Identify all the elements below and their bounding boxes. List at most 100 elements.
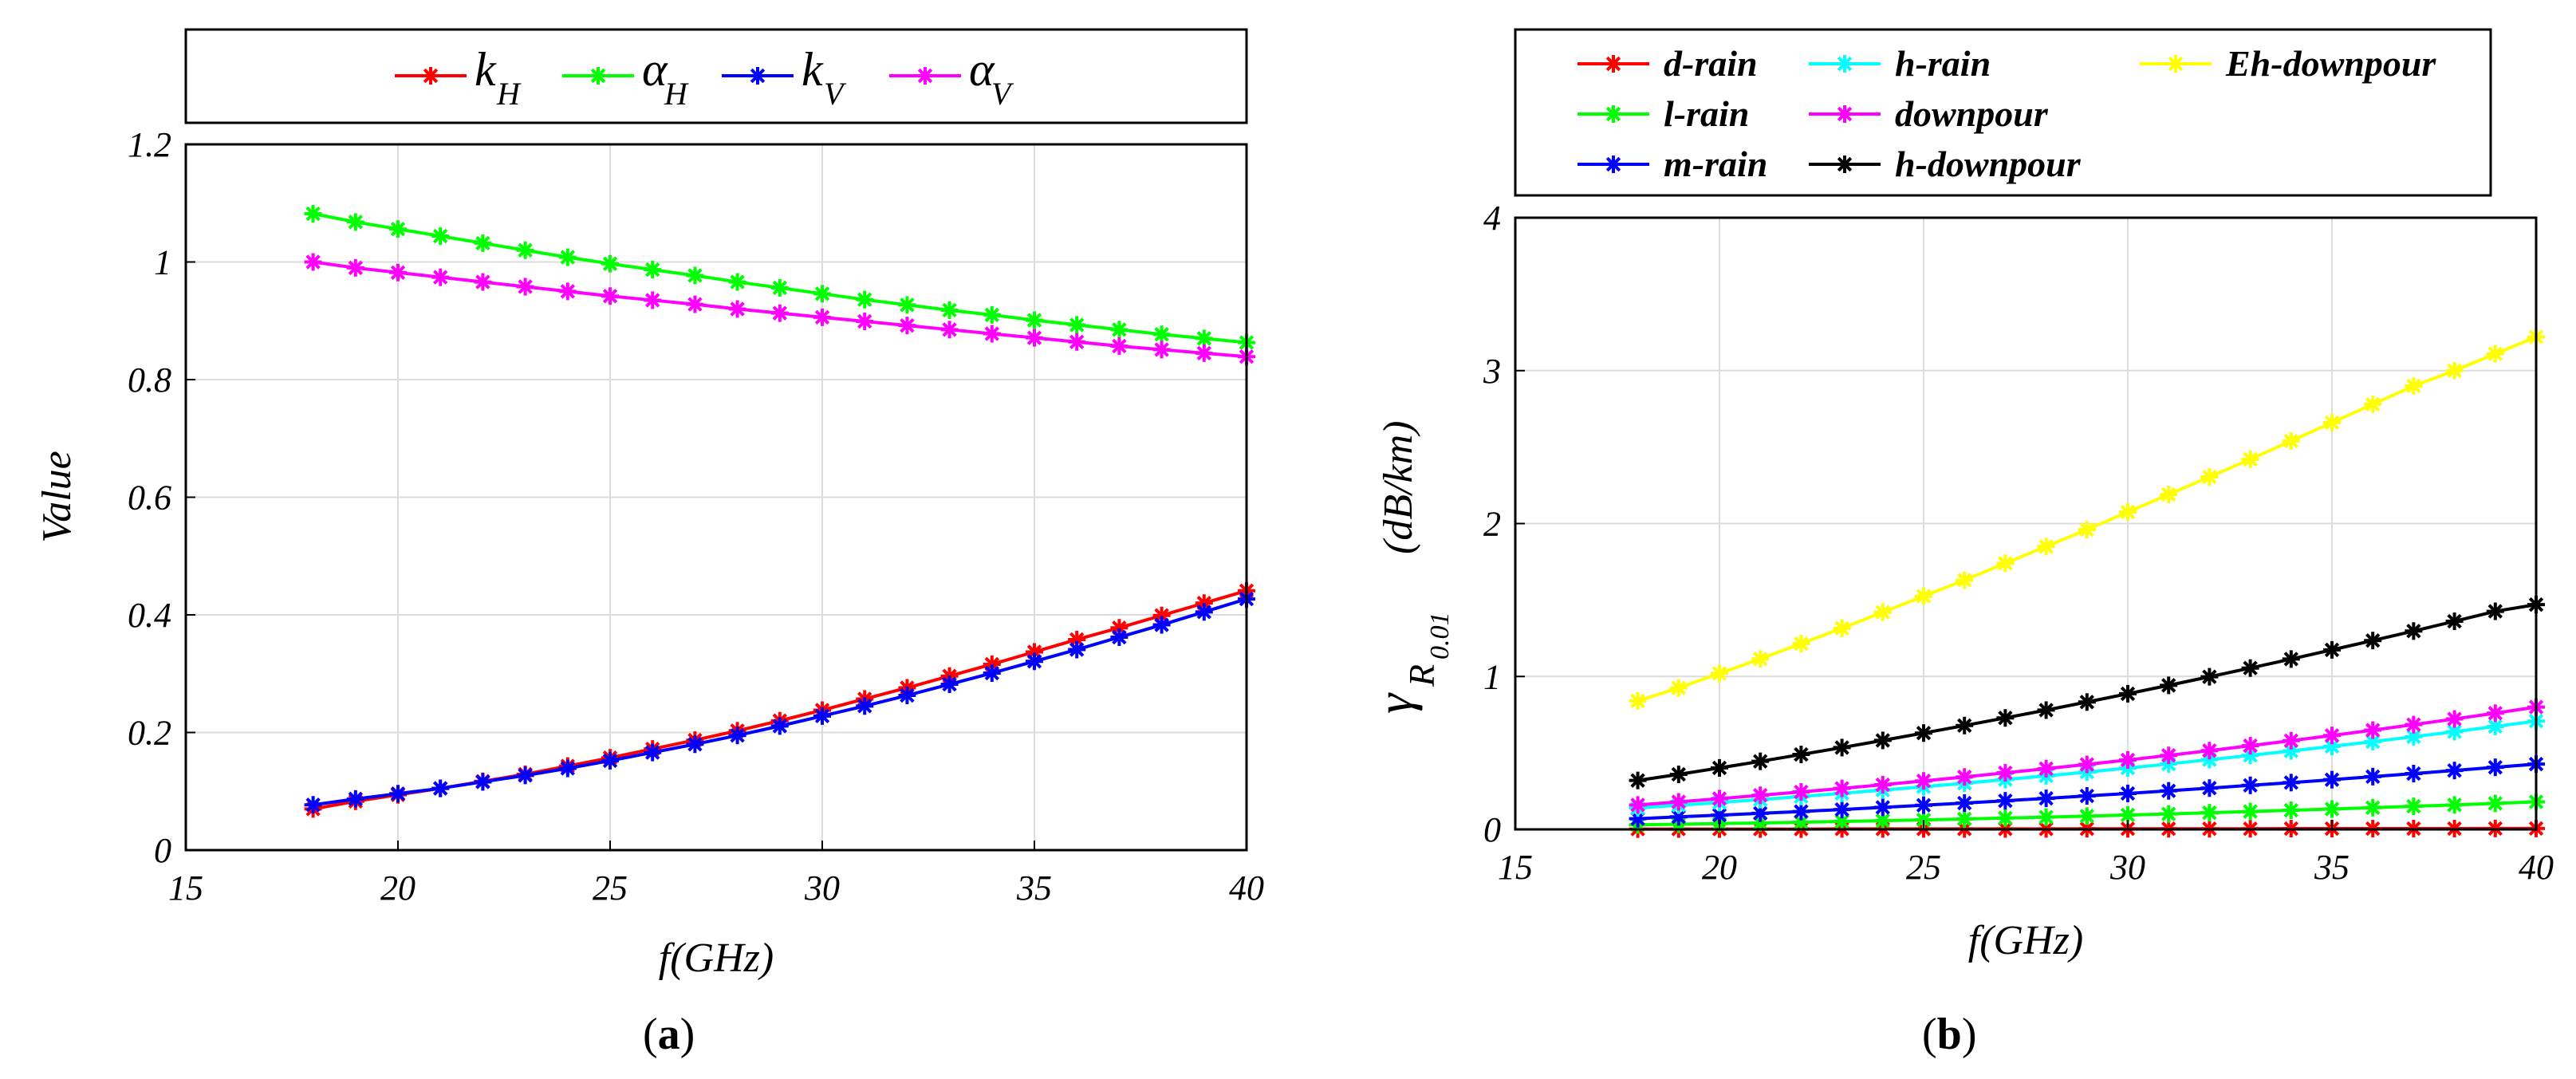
y-tick-label: 3 xyxy=(1483,352,1501,391)
data-point-m-rain xyxy=(1956,794,1974,813)
data-point-downpour xyxy=(1629,796,1647,814)
x-tick-label: 25 xyxy=(593,868,628,908)
data-point-alpha_V xyxy=(601,287,619,305)
data-point-Eh-downpour xyxy=(1915,587,1932,605)
data-point-alpha_H xyxy=(516,241,534,259)
caption-b-letter: b xyxy=(1937,1010,1962,1059)
legend-subscript-k_V: V xyxy=(824,76,847,112)
data-point-Eh-downpour xyxy=(1956,571,1974,589)
data-point-downpour xyxy=(2200,742,2219,760)
data-point-h-downpour xyxy=(2282,650,2300,668)
data-point-alpha_H xyxy=(686,266,704,285)
x-tick-label: 25 xyxy=(1906,848,1941,887)
data-point-alpha_V xyxy=(940,321,959,339)
data-point-alpha_V xyxy=(856,312,874,330)
data-point-downpour xyxy=(1711,790,1728,808)
legend-box-a xyxy=(184,28,1248,124)
data-point-h-downpour xyxy=(1751,752,1770,770)
x-axis-label-b: f(GHz) xyxy=(1968,918,2083,963)
legend-label-Eh-downpour: Eh-downpour xyxy=(2225,43,2436,84)
legend-marker-k_V xyxy=(749,67,766,85)
data-point-alpha_V xyxy=(1152,341,1171,359)
data-point-alpha_H xyxy=(1110,321,1128,339)
data-point-h-downpour xyxy=(1711,758,1728,777)
x-tick-label: 20 xyxy=(1702,848,1737,887)
data-point-downpour xyxy=(2364,721,2382,739)
data-point-alpha_V xyxy=(431,268,450,286)
data-point-alpha_H xyxy=(474,234,492,252)
data-point-alpha_H xyxy=(770,278,789,297)
data-point-m-rain xyxy=(2160,782,2178,800)
y-tick-label: 0 xyxy=(1483,810,1501,849)
data-point-downpour xyxy=(2445,710,2464,728)
data-point-alpha_V xyxy=(474,273,492,291)
data-point-downpour xyxy=(2160,746,2178,765)
legend-b: d-rain l-rain m-rain h-rain downpour h-downpo… xyxy=(1578,43,2436,184)
data-point-h-downpour xyxy=(2323,640,2341,659)
data-point-Eh-downpour xyxy=(2078,521,2096,539)
y-tick-label: 1.2 xyxy=(128,125,171,164)
y-tick-label: 0.2 xyxy=(128,714,171,753)
data-point-Eh-downpour xyxy=(1873,603,1892,621)
data-point-k_V xyxy=(474,773,492,791)
legend-label-alpha_H: α xyxy=(642,43,668,96)
data-point-l-rain xyxy=(1956,809,1974,828)
data-point-alpha_V xyxy=(644,291,662,309)
legend-marker-m-rain xyxy=(1605,156,1622,173)
data-point-l-rain xyxy=(2241,802,2259,821)
data-point-downpour xyxy=(1873,776,1892,794)
data-point-Eh-downpour xyxy=(2405,376,2423,395)
legend-marker-downpour xyxy=(1836,105,1853,123)
legend-marker-l-rain xyxy=(1605,105,1622,123)
data-point-l-rain xyxy=(2160,805,2178,823)
data-point-alpha_V xyxy=(1026,329,1043,347)
data-point-alpha_V xyxy=(389,263,407,282)
data-point-alpha_V xyxy=(558,282,577,301)
data-point-k_V xyxy=(728,727,746,745)
x-tick-label: 30 xyxy=(2109,848,2145,887)
data-point-h-downpour xyxy=(1792,746,1810,764)
data-point-Eh-downpour xyxy=(1711,664,1728,683)
y-tick-label: 4 xyxy=(1483,199,1501,238)
legend-item-h-rain: h-rain xyxy=(1809,43,1991,84)
data-point-m-rain xyxy=(1833,801,1851,819)
data-point-k_V xyxy=(304,796,322,814)
legend-marker-alpha_V xyxy=(916,67,934,85)
data-point-Eh-downpour xyxy=(1833,619,1851,637)
data-point-Eh-downpour xyxy=(2364,395,2382,413)
legend-label-alpha_V: α xyxy=(969,43,995,96)
data-point-k_V xyxy=(1026,652,1043,671)
series-alpha_H xyxy=(304,205,1255,352)
x-tick-label: 15 xyxy=(168,868,203,908)
legend-label-h-rain: h-rain xyxy=(1895,43,1991,84)
data-point-downpour xyxy=(1996,764,2015,782)
x-tick-label: 30 xyxy=(804,868,840,908)
y-axis-label-b-symbol: γ xyxy=(1366,692,1423,714)
data-point-m-rain xyxy=(1996,792,2015,810)
data-point-h-downpour xyxy=(2119,684,2137,703)
data-point-alpha_H xyxy=(346,213,364,231)
y-tick-label: 0.6 xyxy=(128,478,171,518)
x-tick-label: 40 xyxy=(1229,868,1264,908)
legend-item-alpha_H: αH xyxy=(562,43,689,112)
data-point-Eh-downpour xyxy=(2037,538,2055,556)
data-point-k_V xyxy=(1195,603,1213,621)
data-point-downpour xyxy=(1833,779,1851,797)
data-point-alpha_H xyxy=(983,305,1001,324)
data-point-k_V xyxy=(1068,640,1086,659)
y-tick-label: 2 xyxy=(1483,505,1501,544)
x-tick-label: 20 xyxy=(380,868,416,908)
y-axis-label-b: γ R 0.01 (dB/km) xyxy=(1366,421,1455,714)
data-point-Eh-downpour xyxy=(1996,554,2015,573)
data-point-h-downpour xyxy=(1669,765,1688,783)
data-point-k_V xyxy=(601,751,619,770)
y-axis-label-a: Value xyxy=(34,451,80,543)
data-point-downpour xyxy=(2119,750,2137,769)
y-tick-label: 0.4 xyxy=(128,596,171,635)
data-point-Eh-downpour xyxy=(2323,413,2341,431)
legend-subscript-k_H: H xyxy=(496,76,522,112)
data-point-k_V xyxy=(686,735,704,754)
data-point-m-rain xyxy=(1792,802,1810,821)
x-tick-label: 35 xyxy=(2314,848,2350,887)
